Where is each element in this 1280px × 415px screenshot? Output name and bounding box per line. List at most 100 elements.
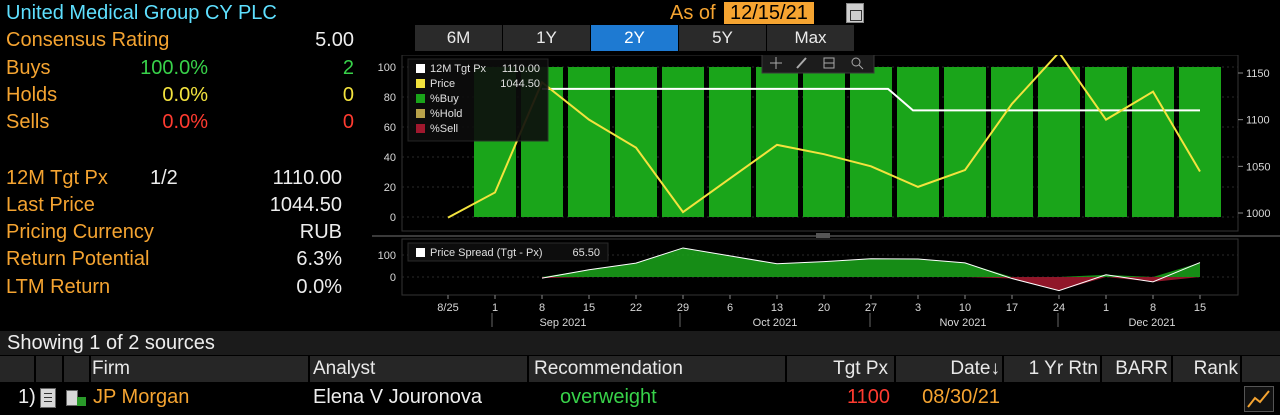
sells-percent: 0.0%	[162, 111, 208, 133]
legend-hold-label: %Hold	[430, 108, 462, 120]
tab-6m[interactable]: 6M	[415, 25, 503, 51]
buy-bar	[1038, 67, 1080, 217]
ltm-return-value: 0.0%	[296, 276, 342, 298]
panel-resize-handle[interactable]	[816, 233, 830, 238]
calendar-icon[interactable]	[846, 3, 864, 23]
x-axis-tick: 8	[539, 302, 545, 314]
legend-spread-value: 65.50	[572, 247, 600, 259]
buy-bar	[709, 67, 751, 217]
legend-price-label: Price	[430, 78, 455, 90]
spread-area-positive	[542, 247, 1200, 277]
buy-bar	[1179, 67, 1221, 217]
chart-toolbar	[761, 55, 875, 74]
column-1yr-rtn[interactable]: 1 Yr Rtn	[1028, 358, 1098, 379]
right-axis-tick: 1150	[1246, 68, 1270, 80]
rank-cell	[1172, 383, 1238, 413]
spread-area-negative	[542, 277, 1200, 291]
security-name: United Medical Group CY PLC	[6, 2, 277, 24]
analyst-name[interactable]: Elena V Jouronova	[313, 386, 483, 408]
column-date[interactable]: Date↓	[950, 358, 1000, 379]
column-tgt-px[interactable]: Tgt Px	[833, 358, 888, 379]
research-document-icon[interactable]	[66, 388, 86, 408]
column-analyst[interactable]: Analyst	[313, 358, 376, 379]
x-axis-tick: 24	[1053, 302, 1065, 314]
right-axis-tick: 1050	[1246, 161, 1270, 173]
legend-swatch-price	[416, 79, 425, 88]
recommendation-value: overweight	[560, 386, 657, 408]
x-axis-tick: 1	[492, 302, 498, 314]
legend-price-value: 1044.50	[500, 78, 540, 90]
buy-bar	[615, 67, 657, 217]
last-price-value: 1044.50	[269, 194, 342, 216]
x-axis-tick: 3	[915, 302, 921, 314]
buy-bar	[944, 67, 986, 217]
as-of-date-input[interactable]: 12/15/21	[724, 2, 814, 24]
buys-count: 2	[342, 57, 354, 79]
spread-axis-tick: 0	[390, 272, 396, 284]
column-barr[interactable]: BARR	[1115, 358, 1168, 379]
buys-label: Buys	[6, 57, 51, 79]
target-sources-count[interactable]: 1/2	[150, 167, 178, 189]
x-axis-tick: 8/25	[437, 302, 458, 314]
legend-swatch-spread	[416, 248, 425, 257]
target-price-cell: 1100	[846, 386, 890, 408]
month-label: Nov 2021	[939, 317, 986, 329]
right-axis-tick: 1100	[1246, 115, 1270, 127]
column-recommendation[interactable]: Recommendation	[534, 358, 683, 379]
legend-swatch-hold	[416, 109, 425, 118]
x-axis-tick: 8	[1150, 302, 1156, 314]
x-axis-tick: 29	[677, 302, 689, 314]
buys-percent: 100.0%	[140, 57, 208, 79]
last-price-label: Last Price	[6, 194, 95, 216]
column-rank[interactable]: Rank	[1193, 358, 1238, 379]
history-chart-icon[interactable]	[1244, 386, 1274, 412]
month-label: Sep 2021	[539, 317, 586, 329]
left-axis-tick: 0	[390, 212, 396, 224]
table-icon[interactable]	[823, 57, 835, 69]
buy-bar	[756, 67, 798, 217]
legend-spread-label: Price Spread (Tgt - Px)	[430, 247, 542, 259]
left-axis-tick: 60	[384, 122, 396, 134]
barr-cell	[1102, 383, 1168, 413]
price-line	[447, 55, 1201, 219]
column-firm[interactable]: Firm	[92, 358, 130, 379]
pencil-icon[interactable]	[796, 57, 807, 69]
pricing-currency-label: Pricing Currency	[6, 221, 154, 243]
tab-1y[interactable]: 1Y	[503, 25, 591, 51]
date-cell: 08/30/21	[922, 386, 1000, 408]
x-axis-tick: 17	[1006, 302, 1018, 314]
sources-status-bar	[0, 331, 1280, 355]
note-icon[interactable]	[40, 388, 56, 408]
buy-bar	[568, 67, 610, 217]
zoom-icon[interactable]	[851, 57, 864, 70]
right-axis-tick: 1000	[1246, 208, 1270, 220]
holds-label: Holds	[6, 84, 58, 106]
legend-sell-label: %Sell	[430, 123, 458, 135]
x-axis-tick: 1	[1103, 302, 1109, 314]
left-axis-tick: 80	[384, 92, 396, 104]
x-axis-tick: 15	[583, 302, 595, 314]
spread-axis-tick: 100	[378, 250, 396, 262]
legend-swatch-buy	[416, 94, 425, 103]
target-price-line	[542, 87, 1200, 112]
one-yr-rtn-cell	[1004, 383, 1098, 413]
x-axis-tick: 15	[1194, 302, 1206, 314]
month-label: Oct 2021	[753, 317, 798, 329]
sources-status-text: Showing 1 of 2 sources	[7, 332, 215, 354]
tab-5y[interactable]: 5Y	[679, 25, 767, 51]
tab-2y[interactable]: 2Y	[591, 25, 679, 51]
holds-count: 0	[342, 84, 354, 106]
left-axis-tick: 40	[384, 152, 396, 164]
buy-bar	[850, 67, 892, 217]
buy-bar	[1132, 67, 1174, 217]
legend-target-label: 12M Tgt Px	[430, 63, 487, 75]
left-axis-tick: 100	[378, 62, 396, 74]
consensus-value: 5.00	[315, 29, 354, 51]
crosshair-icon[interactable]	[770, 57, 782, 69]
tab-max[interactable]: Max	[767, 25, 855, 51]
firm-name[interactable]: JP Morgan	[93, 386, 190, 408]
spread-line	[541, 247, 1201, 292]
legend-target-value: 1110.00	[502, 63, 540, 75]
table-header	[0, 356, 1280, 382]
